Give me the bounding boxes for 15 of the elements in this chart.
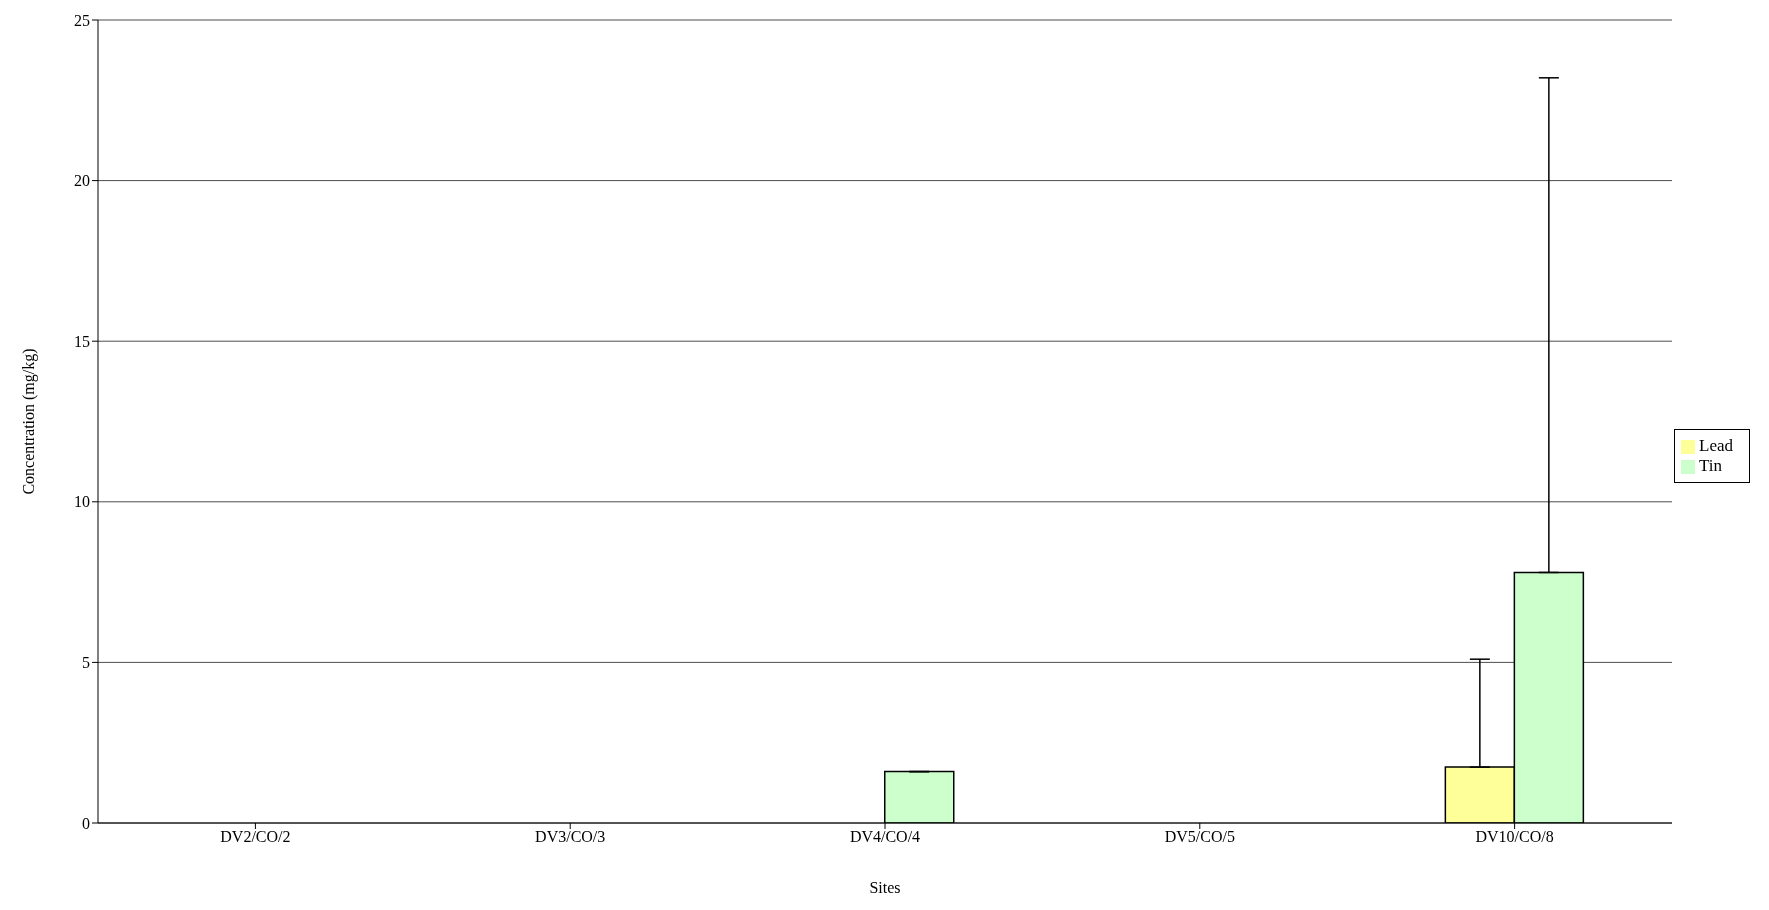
x-tick-label: DV5/CO/5 bbox=[1164, 828, 1235, 846]
x-tick-label: DV3/CO/3 bbox=[535, 828, 606, 846]
y-tick-label: 20 bbox=[74, 172, 90, 190]
y-tick-label: 0 bbox=[82, 814, 90, 832]
x-tick-label: DV4/CO/4 bbox=[849, 828, 921, 846]
x-axis-title: Sites bbox=[869, 879, 901, 896]
y-axis-title: Concentration (mg/kg) bbox=[19, 348, 38, 495]
y-tick-label: 25 bbox=[74, 11, 90, 29]
y-tick-label: 15 bbox=[74, 332, 90, 350]
legend-label: Tin bbox=[1699, 455, 1723, 475]
x-tick-label: DV2/CO/2 bbox=[220, 828, 291, 846]
x-tick-label: DV10/CO/8 bbox=[1475, 828, 1554, 846]
y-tick-label: 5 bbox=[82, 654, 90, 672]
legend-label: Lead bbox=[1699, 435, 1733, 455]
y-tick-label: 10 bbox=[74, 493, 90, 511]
